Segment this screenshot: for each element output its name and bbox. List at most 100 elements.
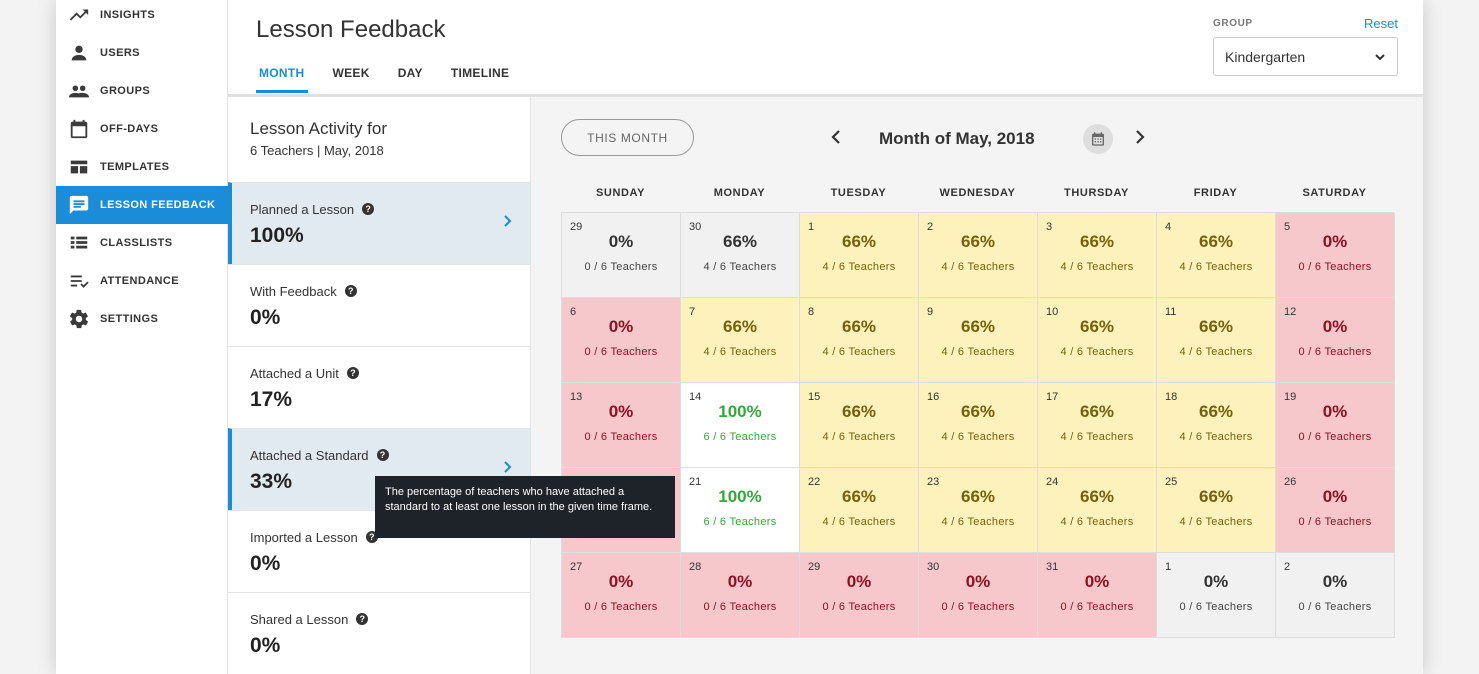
calendar-day-cell[interactable]: 19 0% 0 / 6 Teachers <box>1276 383 1395 468</box>
sidebar-item-insights[interactable]: INSIGHTS <box>56 0 228 34</box>
chevron-right-icon <box>504 461 512 473</box>
page-header: Lesson Feedback MONTH WEEK DAY TIMELINE … <box>228 0 1423 97</box>
calendar-day-cell[interactable]: 11 66% 4 / 6 Teachers <box>1157 298 1276 383</box>
day-percentage: 0% <box>1203 572 1229 591</box>
help-icon[interactable]: ? <box>376 449 389 461</box>
stat-label: Attached a Standard? <box>250 448 389 463</box>
sidebar-item-label: CLASSLISTS <box>100 237 173 249</box>
calendar-day-cell[interactable]: 12 0% 0 / 6 Teachers <box>1276 298 1395 383</box>
calendar-picker-button[interactable] <box>1083 124 1113 154</box>
calendar-day-cell[interactable]: 31 0% 0 / 6 Teachers <box>1038 553 1157 638</box>
day-number: 31 <box>1046 561 1059 573</box>
day-teacher-count: 0 / 6 Teachers <box>1060 601 1134 613</box>
calendar-day-cell[interactable]: 14 100% 6 / 6 Teachers <box>681 383 800 468</box>
calendar-day-cell[interactable]: 6 0% 0 / 6 Teachers <box>562 298 681 383</box>
sidebar-item-attendance[interactable]: ATTENDANCE <box>56 262 228 300</box>
day-teacher-count: 0 / 6 Teachers <box>941 601 1015 613</box>
calendar-day-cell[interactable]: 9 66% 4 / 6 Teachers <box>919 298 1038 383</box>
day-number: 29 <box>808 561 821 573</box>
day-teacher-count: 0 / 6 Teachers <box>584 431 658 443</box>
day-teacher-count: 4 / 6 Teachers <box>1060 516 1134 528</box>
calendar-day-cell[interactable]: 8 66% 4 / 6 Teachers <box>800 298 919 383</box>
calendar-day-cell[interactable]: 28 0% 0 / 6 Teachers <box>681 553 800 638</box>
chevron-left-icon[interactable] <box>827 127 845 147</box>
calendar-day-cell[interactable]: 18 66% 4 / 6 Teachers <box>1157 383 1276 468</box>
stat-shared-lesson[interactable]: Shared a Lesson? 0% <box>228 592 530 674</box>
sidebar-item-settings[interactable]: SETTINGS <box>56 300 228 338</box>
day-number: 2 <box>1284 561 1291 573</box>
day-number: 2 <box>927 221 934 233</box>
calendar-day-cell[interactable]: 22 66% 4 / 6 Teachers <box>800 468 919 553</box>
calendar-day-cell[interactable]: 15 66% 4 / 6 Teachers <box>800 383 919 468</box>
main-content: Lesson Feedback MONTH WEEK DAY TIMELINE … <box>228 0 1423 674</box>
calendar-day-cell[interactable]: 16 66% 4 / 6 Teachers <box>919 383 1038 468</box>
day-percentage: 0% <box>1322 317 1348 336</box>
calendar-day-cell[interactable]: 7 66% 4 / 6 Teachers <box>681 298 800 383</box>
day-teacher-count: 0 / 6 Teachers <box>822 601 896 613</box>
stats-subtitle: 6 Teachers | May, 2018 <box>250 143 384 158</box>
day-teacher-count: 0 / 6 Teachers <box>1298 261 1372 273</box>
calendar-day-cell[interactable]: 4 66% 4 / 6 Teachers <box>1157 213 1276 298</box>
calendar-day-cell[interactable]: 10 66% 4 / 6 Teachers <box>1038 298 1157 383</box>
sidebar-item-label: USERS <box>100 47 140 59</box>
gear-icon <box>68 308 90 330</box>
calendar-day-cell[interactable]: 13 0% 0 / 6 Teachers <box>562 383 681 468</box>
help-icon[interactable]: ? <box>346 367 359 379</box>
calendar-day-cell[interactable]: 1 0% 0 / 6 Teachers <box>1157 553 1276 638</box>
day-teacher-count: 0 / 6 Teachers <box>703 601 777 613</box>
calendar-day-cell[interactable]: 30 0% 0 / 6 Teachers <box>919 553 1038 638</box>
reset-link[interactable]: Reset <box>1364 16 1398 31</box>
day-percentage: 66% <box>1079 317 1115 336</box>
sidebar-item-label: OFF-DAYS <box>100 123 159 135</box>
help-icon[interactable]: ? <box>356 613 369 625</box>
tab-week[interactable]: WEEK <box>332 66 370 80</box>
stat-planned-lesson[interactable]: Planned a Lesson? 100% <box>228 182 530 264</box>
calendar-day-cell[interactable]: 29 0% 0 / 6 Teachers <box>562 213 681 298</box>
help-icon[interactable]: ? <box>362 203 375 215</box>
day-teacher-count: 4 / 6 Teachers <box>703 261 777 273</box>
day-number: 21 <box>689 476 702 488</box>
calendar-day-cell[interactable]: 26 0% 0 / 6 Teachers <box>1276 468 1395 553</box>
calendar-day-cell[interactable]: 2 66% 4 / 6 Teachers <box>919 213 1038 298</box>
sidebar-item-label: LESSON FEEDBACK <box>100 199 216 211</box>
calendar-day-cell[interactable]: 24 66% 4 / 6 Teachers <box>1038 468 1157 553</box>
stat-value: 17% <box>250 388 293 411</box>
calendar-day-cell[interactable]: 1 66% 4 / 6 Teachers <box>800 213 919 298</box>
help-icon[interactable]: ? <box>365 531 378 543</box>
chevron-right-icon[interactable] <box>1131 127 1149 147</box>
sidebar-item-lesson-feedback[interactable]: LESSON FEEDBACK <box>56 186 228 224</box>
this-month-button[interactable]: THIS MONTH <box>561 119 694 156</box>
group-select[interactable]: Kindergarten <box>1213 37 1398 76</box>
calendar-day-cell[interactable]: 2 0% 0 / 6 Teachers <box>1276 553 1395 638</box>
sidebar-item-groups[interactable]: GROUPS <box>56 72 228 110</box>
stat-with-feedback[interactable]: With Feedback? 0% <box>228 264 530 346</box>
stat-label: Attached a Unit? <box>250 366 359 381</box>
calendar-day-cell[interactable]: 21 100% 6 / 6 Teachers <box>681 468 800 553</box>
sidebar-item-templates[interactable]: TEMPLATES <box>56 148 228 186</box>
calendar-day-cell[interactable]: 25 66% 4 / 6 Teachers <box>1157 468 1276 553</box>
calendar-day-cell[interactable]: 23 66% 4 / 6 Teachers <box>919 468 1038 553</box>
tab-month[interactable]: MONTH <box>256 66 308 93</box>
tab-timeline[interactable]: TIMELINE <box>450 66 510 80</box>
day-percentage: 100% <box>718 402 762 421</box>
help-tooltip: The percentage of teachers who have atta… <box>375 476 675 538</box>
day-percentage: 0% <box>1322 487 1348 506</box>
calendar-day-cell[interactable]: 17 66% 4 / 6 Teachers <box>1038 383 1157 468</box>
stat-attached-unit[interactable]: Attached a Unit? 17% <box>228 346 530 428</box>
day-percentage: 0% <box>608 402 634 421</box>
calendar-day-cell[interactable]: 5 0% 0 / 6 Teachers <box>1276 213 1395 298</box>
day-number: 23 <box>927 476 940 488</box>
calendar-day-cell[interactable]: 27 0% 0 / 6 Teachers <box>562 553 681 638</box>
sidebar-item-classlists[interactable]: CLASSLISTS <box>56 224 228 262</box>
user-icon <box>68 42 90 64</box>
sidebar-item-off-days[interactable]: OFF-DAYS <box>56 110 228 148</box>
day-percentage: 0% <box>1322 402 1348 421</box>
day-teacher-count: 4 / 6 Teachers <box>1060 261 1134 273</box>
sidebar-item-users[interactable]: USERS <box>56 34 228 72</box>
calendar-day-cell[interactable]: 30 66% 4 / 6 Teachers <box>681 213 800 298</box>
calendar-day-cell[interactable]: 29 0% 0 / 6 Teachers <box>800 553 919 638</box>
help-icon[interactable]: ? <box>344 285 357 297</box>
calendar-panel: THIS MONTH Month of May, 2018 SUNDAY MON… <box>531 97 1423 674</box>
calendar-day-cell[interactable]: 3 66% 4 / 6 Teachers <box>1038 213 1157 298</box>
tab-day[interactable]: DAY <box>397 66 423 80</box>
